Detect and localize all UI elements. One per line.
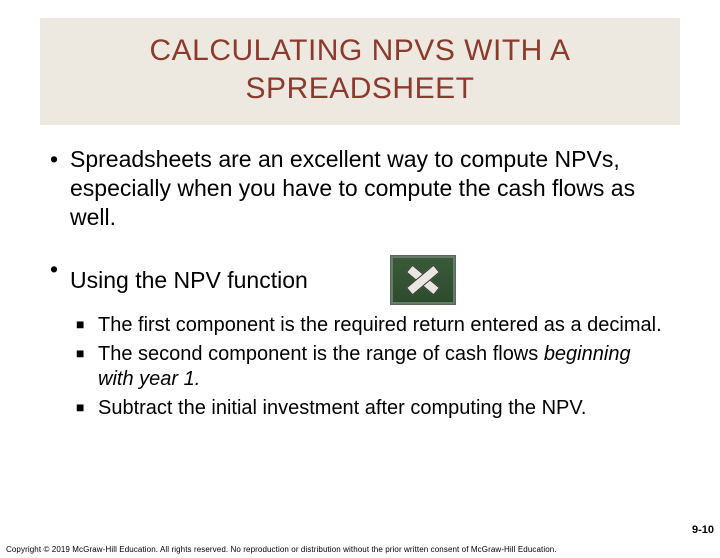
- square-marker: ■: [76, 342, 98, 392]
- bullet-level2: ■ The second component is the range of c…: [50, 342, 670, 392]
- bullet-text: Spreadsheets are an excellent way to com…: [70, 145, 670, 231]
- square-marker: ■: [76, 396, 98, 421]
- bullet-level1: • Using the NPV function: [50, 255, 670, 305]
- bullet-text: Subtract the initial investment after co…: [98, 396, 670, 421]
- bullet-level2: ■ Subtract the initial investment after …: [50, 396, 670, 421]
- square-marker: ■: [76, 313, 98, 338]
- copyright-text: Copyright © 2019 McGraw-Hill Education. …: [6, 545, 557, 554]
- content-area: • Spreadsheets are an excellent way to c…: [0, 125, 720, 421]
- bullet-marker: •: [50, 145, 70, 231]
- sub-bullets: ■ The first component is the required re…: [50, 313, 670, 421]
- bullet-text: The first component is the required retu…: [98, 313, 670, 338]
- bullet-level1: • Spreadsheets are an excellent way to c…: [50, 145, 670, 231]
- excel-icon: [390, 255, 456, 305]
- title-container: CALCULATING NPVS WITH A SPREADSHEET: [40, 18, 680, 125]
- bullet-text: Using the NPV function: [70, 266, 308, 295]
- page-number: 9-10: [692, 524, 714, 536]
- bullet-marker: •: [50, 255, 70, 284]
- bullet-text: The second component is the range of cas…: [98, 342, 670, 392]
- slide-title: CALCULATING NPVS WITH A SPREADSHEET: [60, 32, 660, 107]
- bullet-text-part: The second component is the range of cas…: [98, 343, 544, 365]
- bullet-level2: ■ The first component is the required re…: [50, 313, 670, 338]
